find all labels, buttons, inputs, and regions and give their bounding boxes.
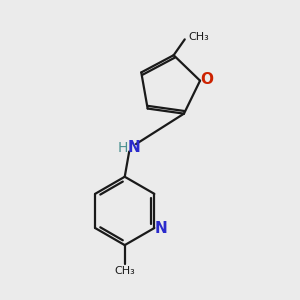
Text: H: H: [118, 141, 128, 154]
Text: CH₃: CH₃: [188, 32, 209, 42]
Text: N: N: [154, 221, 167, 236]
Text: CH₃: CH₃: [114, 266, 135, 276]
Text: O: O: [200, 72, 213, 87]
Text: N: N: [127, 140, 140, 155]
